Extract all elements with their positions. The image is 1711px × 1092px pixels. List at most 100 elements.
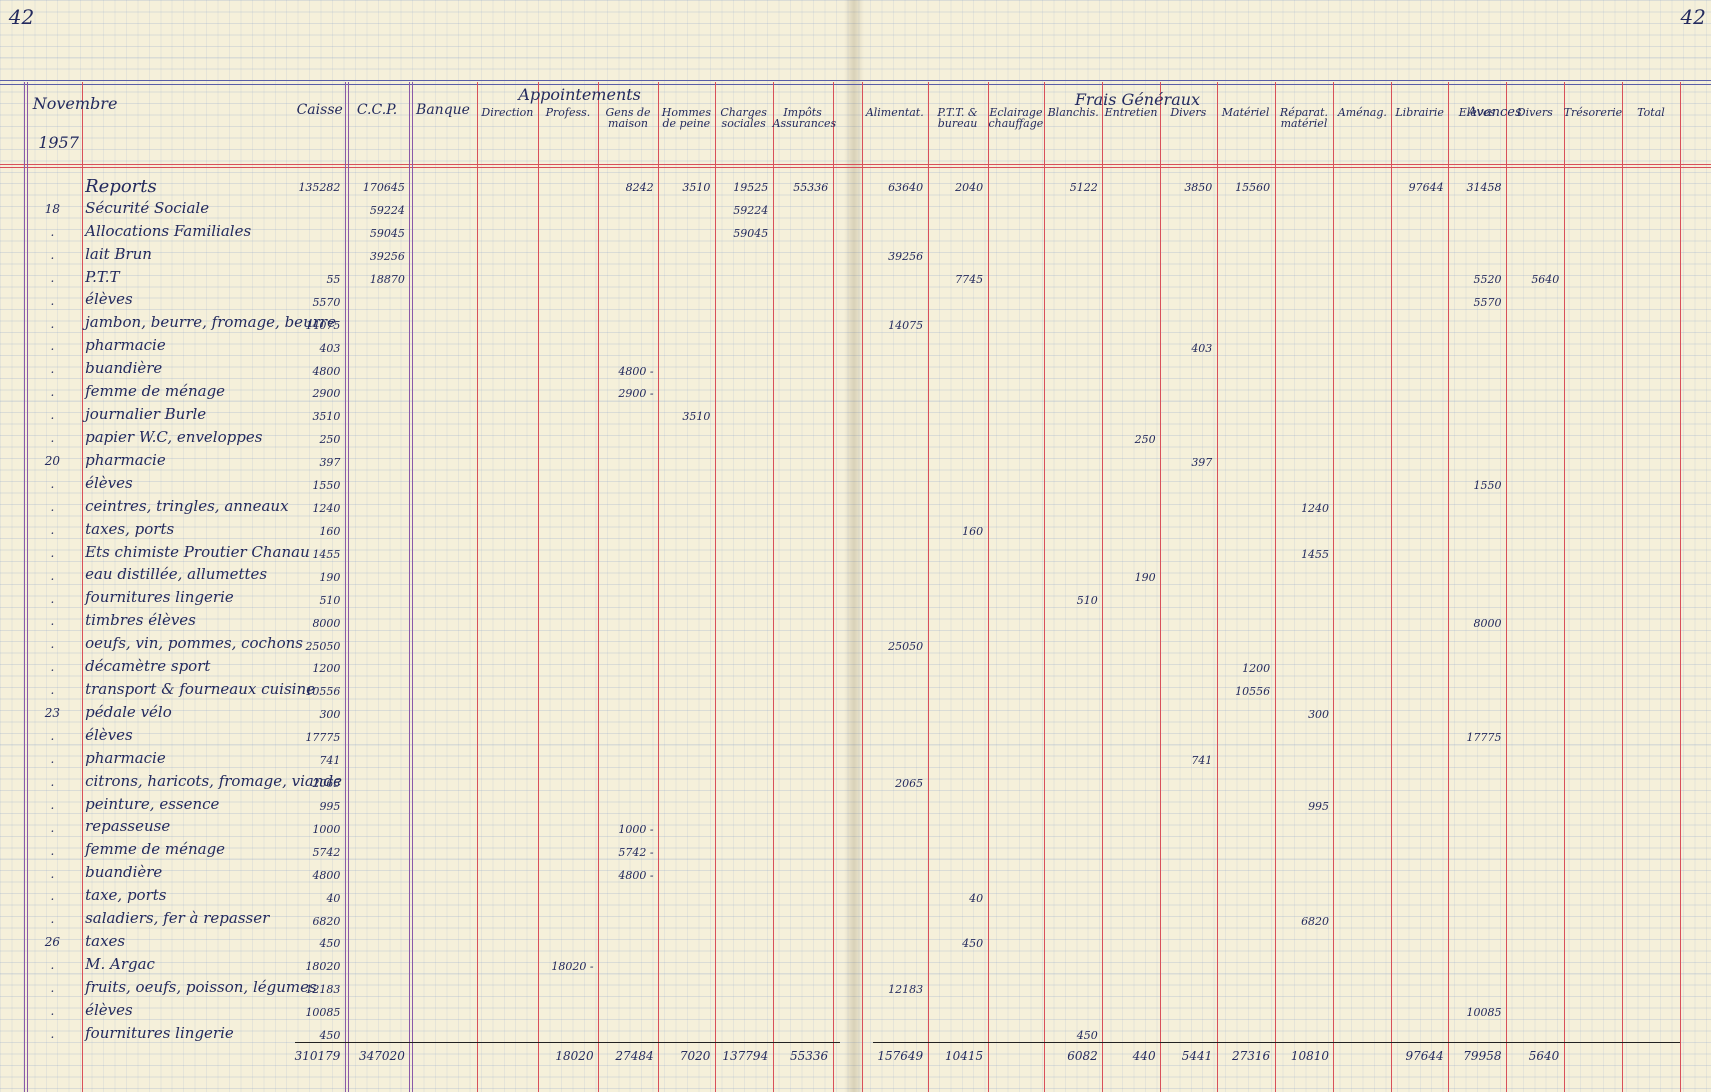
rule-line [0, 166, 1711, 168]
column-line [348, 81, 350, 1092]
amount: 18020 - [551, 960, 594, 974]
amount: 17775 [1466, 731, 1502, 745]
amount: 250 [319, 433, 341, 447]
page-number: 42 [1680, 4, 1706, 29]
column-line [832, 81, 834, 1092]
row-label: pédale vélo [85, 702, 172, 721]
amount: 31458 [1466, 181, 1502, 195]
amount: 12183 [305, 983, 341, 997]
row-label: timbres élèves [85, 611, 196, 630]
column-line [1044, 81, 1046, 1092]
amount: 15560 [1235, 181, 1271, 195]
amount: 450 [319, 1029, 341, 1043]
row-label: citrons, haricots, fromage, viande [85, 771, 342, 790]
row-label: journalier Burle [85, 405, 207, 424]
amount: 450 [962, 937, 984, 951]
amount: 8000 [312, 616, 341, 630]
row-label: élèves [85, 1000, 133, 1019]
row-date: . [50, 889, 55, 904]
column-line [537, 81, 539, 1092]
row-date: . [50, 316, 55, 331]
column-header: Alimentat. [865, 105, 924, 119]
amount: 63640 [888, 181, 924, 195]
row-date: . [50, 614, 55, 629]
amount: 14075 [888, 318, 924, 332]
amount: 2065 [312, 777, 341, 791]
rule-line [0, 79, 1711, 81]
amount: 25050 [305, 639, 341, 653]
row-label: fruits, oeufs, poisson, légumes [85, 977, 317, 996]
amount: 4800 [312, 364, 341, 378]
column-header: Caisse [296, 101, 343, 118]
row-label: papier W.C, enveloppes [85, 427, 263, 446]
amount: 8242 [625, 181, 654, 195]
column-line [714, 81, 716, 1092]
row-label: femme de ménage [85, 382, 226, 401]
column-header: Réparat. matériel [1279, 105, 1329, 131]
column-header: Direction [481, 105, 534, 119]
amount: 40 [326, 891, 341, 905]
year: 1957 [38, 133, 79, 153]
column-line [476, 81, 478, 1092]
row-label: peinture, essence [85, 794, 220, 813]
amount: 8000 [1473, 616, 1502, 630]
column-line [1563, 81, 1565, 1092]
row-date: . [50, 545, 55, 560]
column-header: Elèves [1458, 105, 1496, 119]
amount: 397 [1191, 456, 1213, 470]
amount: 1200 [1242, 662, 1271, 676]
row-date: . [50, 843, 55, 858]
amount: 4800 - [618, 868, 654, 882]
amount: 1455 [312, 547, 341, 561]
row-date: . [50, 568, 55, 583]
amount: 403 [1191, 341, 1213, 355]
column-line [412, 81, 414, 1092]
column-header: Banque [416, 101, 470, 118]
amount: 55 [326, 272, 341, 286]
amount: 25050 [888, 639, 924, 653]
row-label: M. Argac [85, 954, 155, 973]
total-amount: 6082 [1067, 1048, 1098, 1063]
row-date: 23 [44, 706, 60, 721]
row-date: . [50, 729, 55, 743]
column-header: Total [1637, 105, 1665, 119]
amount: 1240 [1301, 502, 1330, 516]
row-date: . [50, 912, 55, 927]
row-date: . [50, 820, 55, 835]
amount: 450 [1076, 1029, 1098, 1043]
amount: 135282 [298, 181, 341, 195]
column-line [927, 81, 929, 1092]
amount: 5742 - [618, 845, 654, 859]
row-date: . [50, 591, 55, 606]
amount: 14075 [305, 318, 341, 332]
amount: 300 [319, 708, 341, 722]
row-label: oeufs, vin, pommes, cochons [85, 634, 304, 653]
amount: 5520 [1473, 272, 1502, 286]
amount: 1550 [312, 479, 341, 493]
amount: 3510 [682, 181, 711, 195]
total-amount: 27316 [1231, 1048, 1271, 1063]
amount: 190 [1134, 570, 1156, 584]
total-amount: 18020 [555, 1048, 594, 1063]
row-date: . [50, 476, 55, 491]
amount: 450 [319, 937, 341, 951]
rule-line [872, 1042, 1681, 1044]
column-header: P.T.T. & bureau [937, 105, 978, 131]
row-label: décamètre sport [85, 657, 211, 676]
row-date: . [50, 1003, 55, 1018]
column-line [1505, 81, 1507, 1092]
amount: 250 [1134, 433, 1156, 447]
row-label: fournitures lingerie [85, 1023, 234, 1042]
row-date: . [50, 339, 55, 354]
total-amount: 10415 [944, 1048, 984, 1063]
total-amount: 79958 [1463, 1048, 1502, 1063]
amount: 4800 [312, 868, 341, 882]
total-amount: 55336 [790, 1048, 829, 1063]
row-date: . [50, 293, 55, 308]
column-line [409, 81, 411, 1092]
row-label: taxes [85, 932, 126, 951]
row-date: . [50, 270, 55, 285]
amount: 10556 [305, 685, 341, 699]
amount: 1240 [312, 502, 341, 516]
